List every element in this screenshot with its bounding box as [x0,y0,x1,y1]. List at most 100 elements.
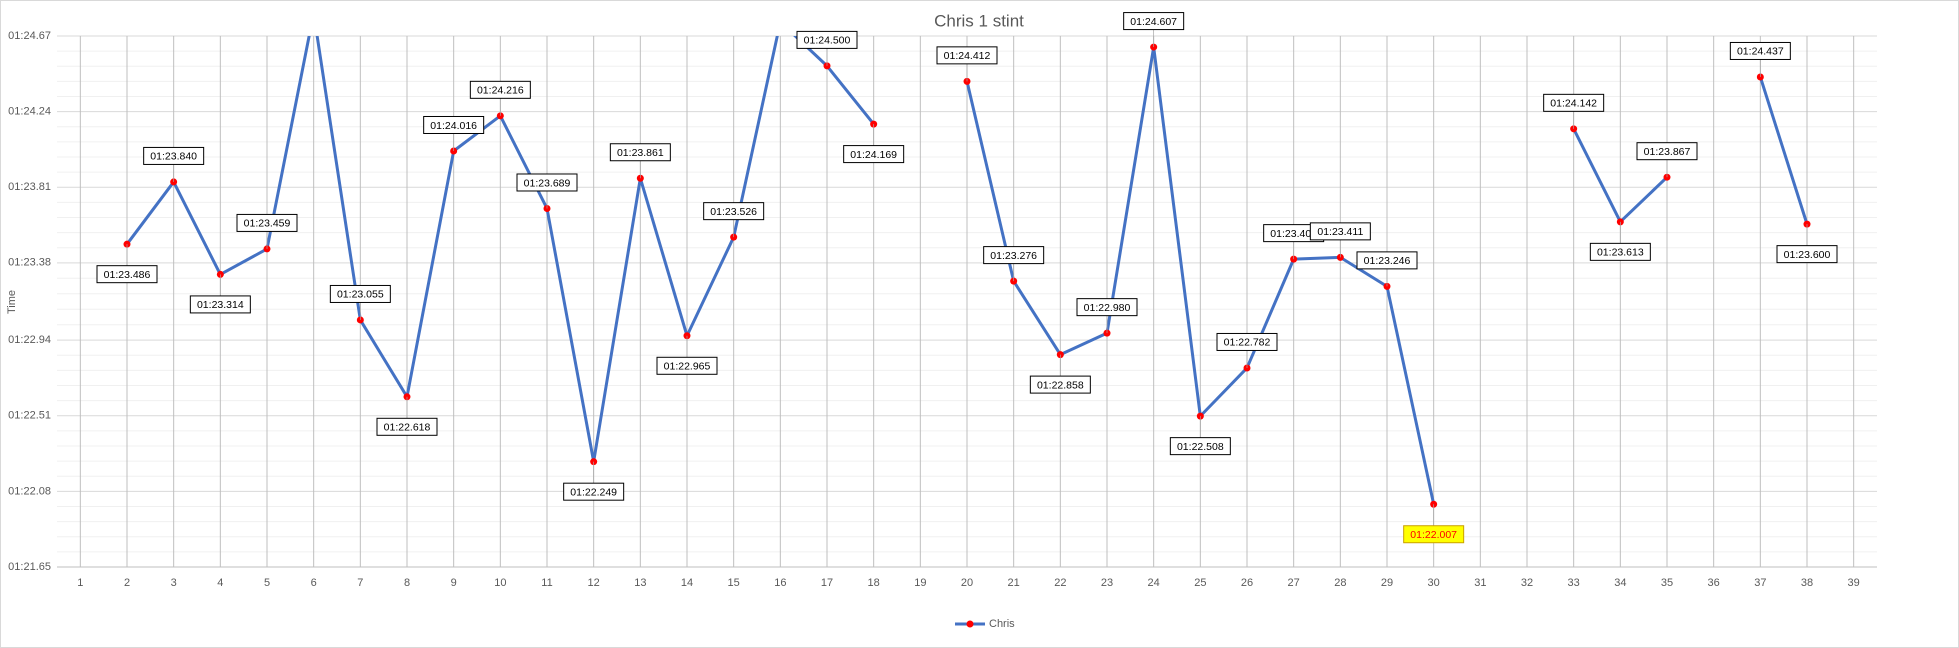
x-tick-label: 34 [1614,577,1626,589]
data-label: 01:22.782 [1224,337,1271,349]
data-label: 01:24.607 [1130,16,1177,28]
x-tick-label: 21 [1008,577,1020,589]
legend-label: Chris [989,618,1015,630]
x-tick-label: 22 [1054,577,1066,589]
x-tick-label: 19 [914,577,926,589]
data-label-box [1403,525,1465,544]
data-label: 01:23.411 [1317,226,1363,238]
data-label: 01:24.437 [1737,46,1784,58]
data-label: 01:22.858 [1037,379,1084,391]
data-label: 01:24.216 [477,85,524,97]
x-tick-label: 11 [541,577,552,589]
x-tick-label: 9 [451,577,457,589]
data-label: 01:23.526 [710,206,757,218]
data-label-box [1356,251,1418,270]
data-label-box [1729,41,1791,60]
y-tick-label: 01:21.65 [8,561,51,573]
x-tick-label: 26 [1241,577,1253,589]
data-label-box [796,30,858,49]
x-tick-label: 30 [1428,577,1440,589]
data-label: 01:22.980 [1084,302,1131,314]
data-label: 01:23.613 [1597,247,1644,259]
x-tick-label: 4 [217,577,223,589]
x-tick-label: 17 [821,577,833,589]
x-tick-label: 35 [1661,577,1673,589]
x-tick-label: 38 [1801,577,1813,589]
data-label-box [609,143,671,162]
x-tick-label: 23 [1101,577,1113,589]
x-tick-label: 8 [404,577,410,589]
data-label-box [469,80,531,99]
x-tick-label: 32 [1521,577,1533,589]
data-label: 01:23.246 [1364,255,1411,267]
data-label: 01:23.055 [337,289,384,301]
data-label-box [516,173,578,192]
data-label: 01:23.861 [617,147,664,159]
data-label: 01:22.965 [664,361,711,373]
x-tick-label: 13 [634,577,646,589]
data-label-box [376,417,438,436]
data-label-box [983,246,1045,265]
data-label-box [1123,12,1185,31]
y-tick-label: 01:24.24 [8,106,51,118]
data-label-box [96,265,158,284]
data-label: 01:24.412 [944,50,991,62]
x-tick-label: 39 [1848,577,1860,589]
data-label-box [563,482,625,501]
x-tick-label: 33 [1568,577,1580,589]
x-tick-label: 25 [1194,577,1206,589]
data-label: 01:24.142 [1550,98,1597,110]
x-tick-label: 5 [264,577,270,589]
data-label: 01:24.016 [430,120,477,132]
data-label-box [936,46,998,65]
data-label-box [1543,93,1605,112]
x-tick-label: 1 [77,577,83,589]
data-label-box [1636,142,1698,161]
x-tick-label: 2 [124,577,130,589]
x-tick-label: 10 [494,577,506,589]
data-label: 01:23.276 [990,250,1037,262]
x-tick-label: 36 [1708,577,1720,589]
data-label-box [843,145,905,164]
data-label-box [1776,245,1838,264]
data-label-box [1076,298,1138,317]
data-label: 01:23.867 [1644,146,1691,158]
x-tick-label: 3 [171,577,177,589]
data-label-box [423,115,485,134]
y-tick-label: 01:24.67 [8,30,51,42]
data-label-box [236,213,298,232]
x-tick-label: 16 [774,577,786,589]
y-tick-label: 01:23.38 [8,257,51,269]
data-label-box [1029,375,1091,394]
data-label-box [703,202,765,221]
x-tick-label: 29 [1381,577,1393,589]
x-tick-label: 7 [357,577,363,589]
x-tick-label: 24 [1148,577,1160,589]
data-label: 01:23.689 [524,177,571,189]
data-label: 01:23.840 [150,151,197,163]
x-tick-label: 14 [681,577,693,589]
data-label-box [656,356,718,375]
data-label: 01:23.401 [1270,228,1317,240]
y-tick-label: 01:23.81 [8,181,51,193]
y-tick-label: 01:22.94 [8,334,51,346]
x-tick-label: 31 [1474,577,1486,589]
data-label: 01:22.249 [570,486,617,498]
x-tick-label: 18 [868,577,880,589]
y-axis-title: Time [6,290,18,314]
x-tick-label: 37 [1754,577,1766,589]
data-label-box [189,295,251,314]
data-label: 01:23.600 [1784,249,1831,261]
x-tick-label: 20 [961,577,973,589]
x-tick-label: 27 [1288,577,1300,589]
data-label: 01:22.007 [1410,529,1457,541]
x-tick-label: 28 [1334,577,1346,589]
data-label: 01:23.486 [104,269,151,281]
data-label: 01:22.508 [1177,441,1224,453]
data-label-box [143,146,205,165]
x-tick-label: 6 [311,577,317,589]
y-tick-label: 01:22.51 [8,410,51,422]
